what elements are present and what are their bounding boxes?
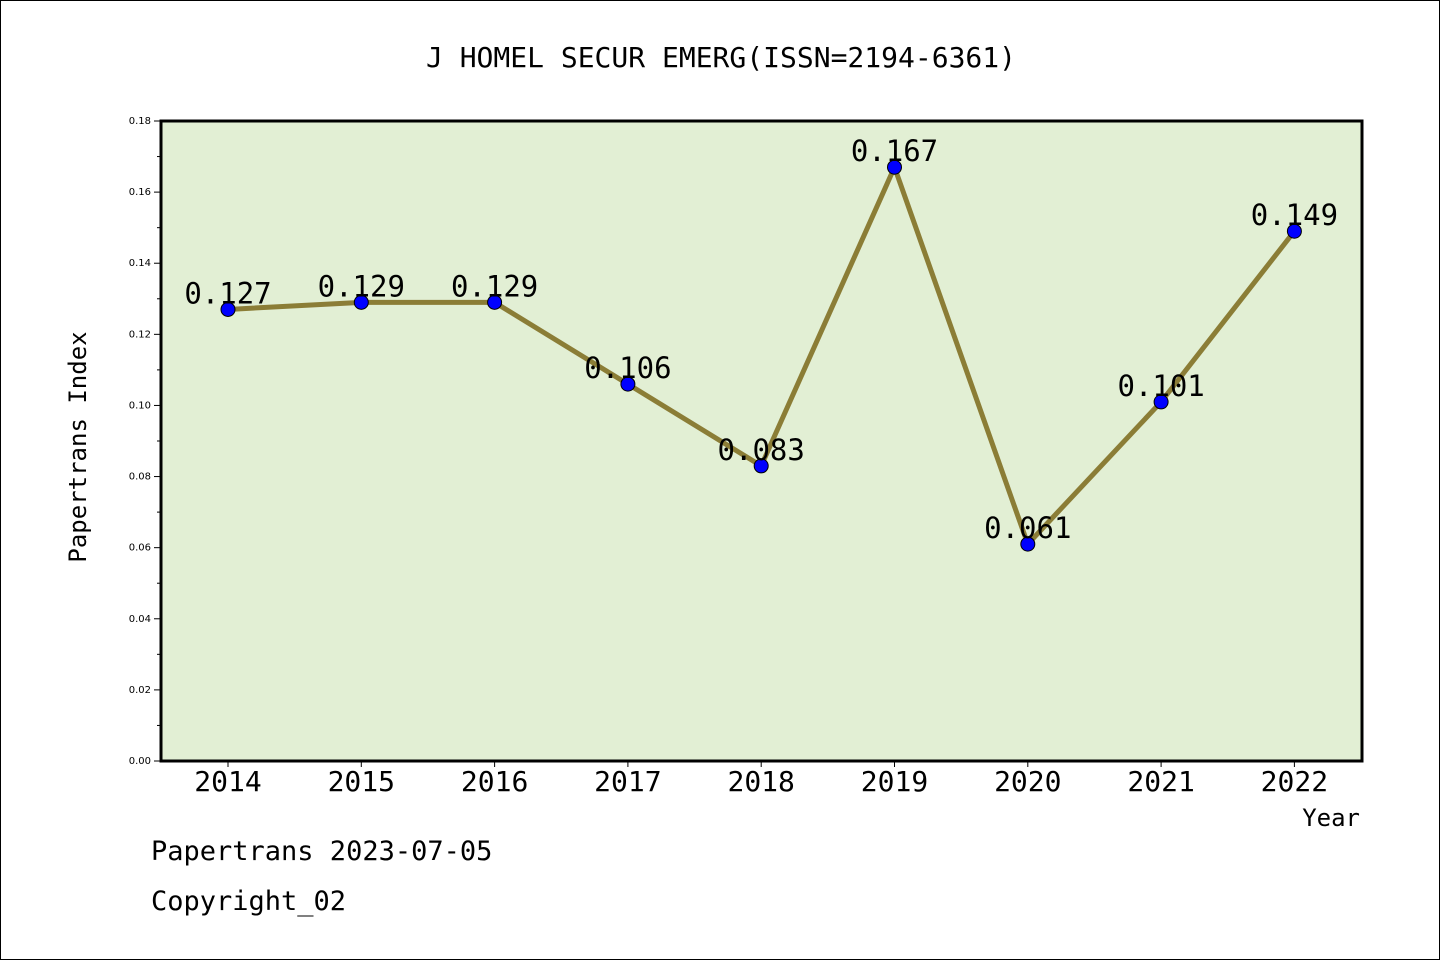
x-tick-label: 2015 [328,765,395,798]
x-tick-label: 2016 [461,765,528,798]
data-label: 0.129 [318,269,405,303]
data-point [487,294,503,310]
y-tick-label: 0.18 [129,116,151,127]
x-tick-label: 2020 [994,765,1061,798]
x-tick-label: 2022 [1261,765,1328,798]
data-label: 0.061 [984,511,1071,545]
data-label: 0.167 [851,134,938,168]
y-tick-label: 0.08 [129,472,151,483]
data-label: 0.106 [584,351,671,385]
x-axis-label: Year [1302,804,1360,832]
x-tick-label: 2018 [727,765,794,798]
footer-date: Papertrans 2023-07-05 [151,836,493,867]
footer-copyright: Copyright_02 [151,886,347,917]
data-point [1020,536,1036,552]
data-point [887,159,902,175]
y-tick-label: 0.14 [129,258,151,269]
x-tick-label: 2017 [594,765,661,798]
x-tick-label: 2021 [1127,765,1194,798]
x-axis-ticks: 2014 2015 2016 2017 2018 2019 2020 2021 2022 [194,761,1328,798]
y-tick-label: 0.12 [129,329,151,340]
data-point [620,376,636,392]
data-point [1286,223,1302,239]
y-tick-label: 0.00 [129,756,151,767]
y-tick-label: 0.04 [129,614,151,625]
series-markers [220,159,1302,552]
data-label: 0.083 [718,433,805,467]
data-labels: 0.127 0.129 0.129 0.106 0.083 0.167 0.061 0.101… [184,134,1338,545]
x-tick-label: 2019 [861,765,928,798]
chart-title: J HOMEL SECUR EMERG(ISSN=2194-6361) [426,41,1016,74]
y-tick-label: 0.16 [129,187,151,198]
plot-area [159,119,1364,763]
y-tick-label: 0.06 [129,543,151,554]
data-point [753,458,769,474]
data-point [353,294,369,310]
data-label: 0.149 [1251,198,1338,232]
y-tick-label: 0.10 [129,400,151,411]
x-tick-label: 2014 [194,765,261,798]
data-point [220,301,236,317]
data-label: 0.127 [184,276,271,310]
data-label: 0.129 [451,269,538,303]
data-label: 0.101 [1117,369,1204,403]
y-tick-label: 0.02 [129,685,151,696]
y-axis-ticks: 0.00 0.02 0.04 0.06 0.08 0.10 0.12 0.14 0.16 0.18 [129,116,161,767]
data-point [1153,394,1169,410]
y-axis-label: Papertrans Index [64,331,92,562]
